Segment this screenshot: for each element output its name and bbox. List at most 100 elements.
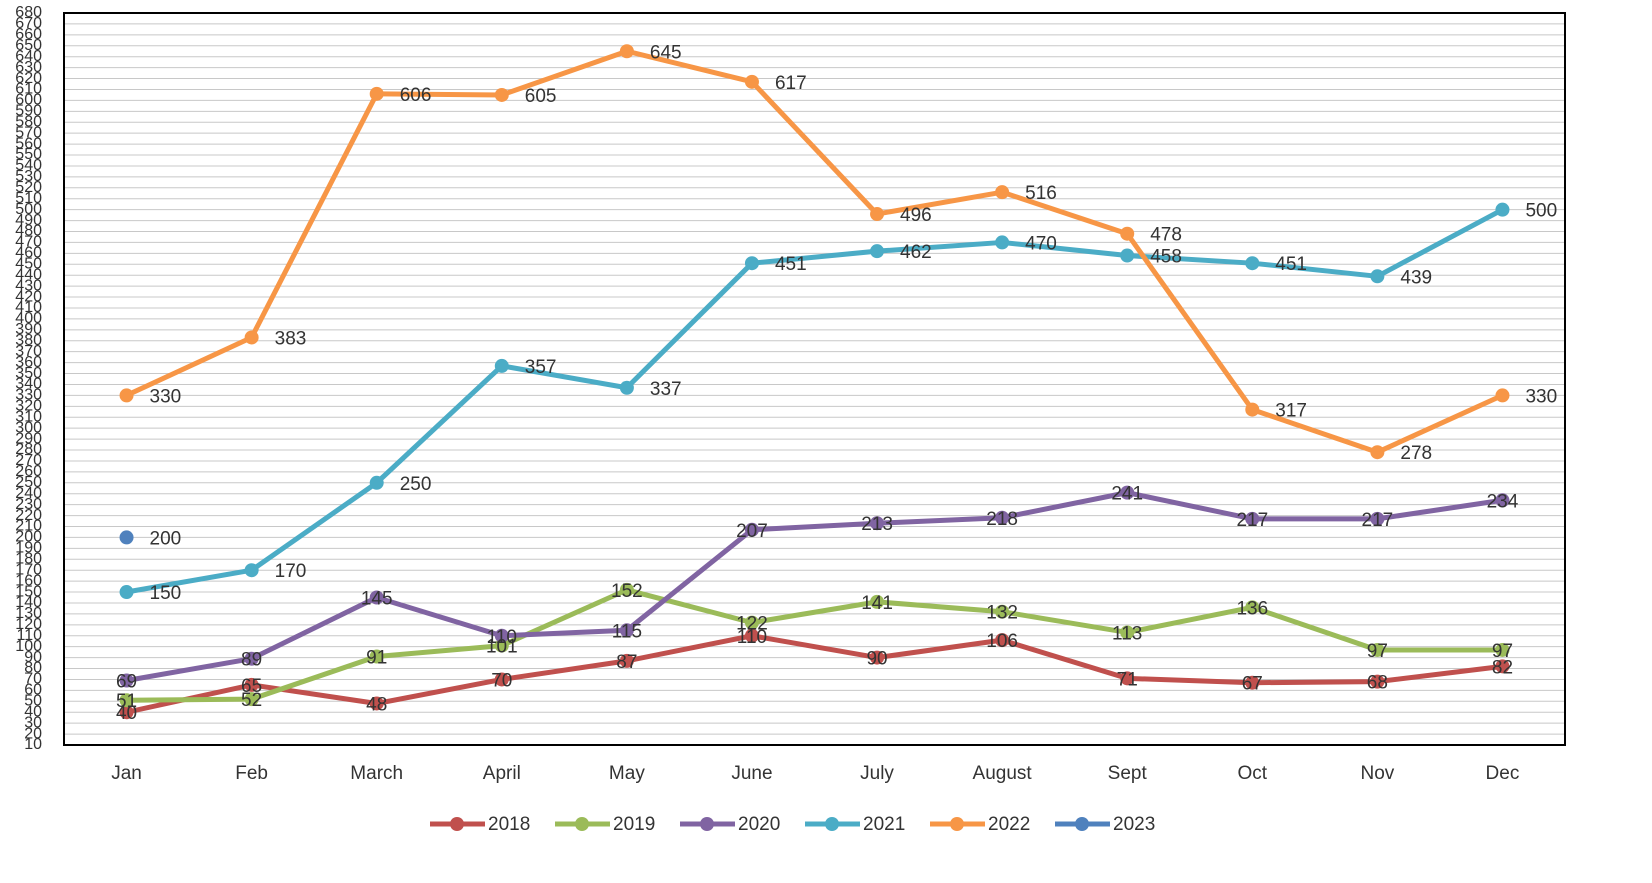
x-tick-label: Jan bbox=[111, 763, 142, 784]
point bbox=[995, 604, 1010, 619]
point bbox=[1370, 511, 1385, 526]
point bbox=[619, 380, 634, 395]
y-tick-label: 130 bbox=[15, 605, 42, 622]
point bbox=[870, 516, 885, 531]
data-label: 617 bbox=[775, 73, 807, 94]
data-label: 645 bbox=[650, 42, 682, 63]
point bbox=[1245, 402, 1260, 417]
point bbox=[1120, 671, 1135, 686]
legend-label: 2021 bbox=[863, 814, 905, 835]
y-tick-label: 380 bbox=[15, 332, 42, 349]
legend-marker bbox=[1075, 817, 1089, 831]
data-label: 357 bbox=[525, 357, 557, 378]
data-label: 217 bbox=[1362, 510, 1394, 531]
y-tick-label: 490 bbox=[15, 212, 42, 229]
data-label: 68 bbox=[1367, 673, 1388, 694]
x-tick-label: August bbox=[973, 763, 1033, 784]
point bbox=[369, 649, 384, 664]
point bbox=[119, 693, 134, 708]
x-tick-label: April bbox=[483, 763, 521, 784]
point bbox=[369, 475, 384, 490]
y-tick-label: 580 bbox=[15, 113, 42, 130]
y-tick-label: 230 bbox=[15, 496, 42, 513]
data-label: 330 bbox=[150, 386, 182, 407]
point bbox=[369, 86, 384, 101]
point bbox=[244, 330, 259, 345]
y-tick-label: 310 bbox=[15, 408, 42, 425]
y-tick-label: 500 bbox=[15, 201, 42, 218]
y-tick-label: 390 bbox=[15, 321, 42, 338]
y-tick-label: 440 bbox=[15, 266, 42, 283]
y-tick-label: 520 bbox=[15, 179, 42, 196]
y-tick-label: 280 bbox=[15, 441, 42, 458]
y-tick-label: 220 bbox=[15, 507, 42, 524]
data-label: 101 bbox=[486, 637, 518, 658]
point bbox=[744, 256, 759, 271]
y-tick-label: 640 bbox=[15, 48, 42, 65]
y-tick-label: 450 bbox=[15, 256, 42, 273]
y-tick-label: 50 bbox=[24, 693, 42, 710]
y-tick-label: 630 bbox=[15, 59, 42, 76]
point bbox=[244, 563, 259, 578]
point bbox=[870, 650, 885, 665]
data-label: 207 bbox=[736, 521, 768, 542]
y-tick-label: 360 bbox=[15, 354, 42, 371]
point bbox=[1245, 675, 1260, 690]
y-tick-label: 10 bbox=[24, 736, 42, 753]
labels: 1020304050607080901001101201301401501601… bbox=[15, 4, 1557, 784]
point bbox=[995, 185, 1010, 200]
y-tick-label: 470 bbox=[15, 234, 42, 251]
y-tick-label: 530 bbox=[15, 168, 42, 185]
y-tick-label: 400 bbox=[15, 310, 42, 327]
y-tick-label: 420 bbox=[15, 288, 42, 305]
data-label: 200 bbox=[150, 528, 182, 549]
point bbox=[995, 633, 1010, 648]
data-label: 132 bbox=[986, 603, 1018, 624]
y-tick-label: 160 bbox=[15, 572, 42, 589]
data-label: 52 bbox=[241, 690, 262, 711]
y-tick-label: 270 bbox=[15, 452, 42, 469]
data-label: 217 bbox=[1236, 510, 1268, 531]
data-label: 115 bbox=[612, 621, 642, 642]
y-tick-label: 430 bbox=[15, 277, 42, 294]
x-tick-label: March bbox=[350, 763, 403, 784]
point bbox=[995, 235, 1010, 250]
point bbox=[244, 677, 259, 692]
point bbox=[744, 74, 759, 89]
point bbox=[494, 628, 509, 643]
y-tick-label: 30 bbox=[24, 714, 42, 731]
point bbox=[1370, 269, 1385, 284]
y-tick-label: 60 bbox=[24, 682, 42, 699]
point bbox=[119, 585, 134, 600]
x-tick-label: May bbox=[609, 763, 645, 784]
point bbox=[1120, 226, 1135, 241]
series-line bbox=[126, 587, 1503, 703]
y-tick-label: 570 bbox=[15, 124, 42, 141]
data-label: 82 bbox=[1492, 657, 1513, 678]
data-label: 496 bbox=[900, 205, 932, 226]
data-label: 478 bbox=[1150, 225, 1182, 246]
y-tick-label: 120 bbox=[15, 616, 42, 633]
y-tick-label: 210 bbox=[15, 518, 42, 535]
data-label: 439 bbox=[1400, 267, 1432, 288]
legend-marker bbox=[575, 817, 589, 831]
point bbox=[619, 44, 634, 59]
point bbox=[870, 207, 885, 222]
data-label: 40 bbox=[116, 703, 137, 724]
data-label: 106 bbox=[986, 631, 1018, 652]
legend-label: 2019 bbox=[613, 814, 655, 835]
point bbox=[369, 696, 384, 711]
y-tick-label: 590 bbox=[15, 103, 42, 120]
point bbox=[1120, 485, 1135, 500]
y-tick-label: 70 bbox=[24, 671, 42, 688]
data-label: 90 bbox=[866, 649, 887, 670]
data-label: 141 bbox=[861, 593, 893, 614]
point bbox=[1495, 659, 1510, 674]
y-tick-label: 510 bbox=[15, 190, 42, 207]
y-tick-label: 460 bbox=[15, 245, 42, 262]
y-tick-label: 560 bbox=[15, 135, 42, 152]
point bbox=[119, 673, 134, 688]
data-label: 451 bbox=[775, 254, 807, 275]
y-tick-label: 550 bbox=[15, 146, 42, 163]
y-tick-label: 610 bbox=[15, 81, 42, 98]
